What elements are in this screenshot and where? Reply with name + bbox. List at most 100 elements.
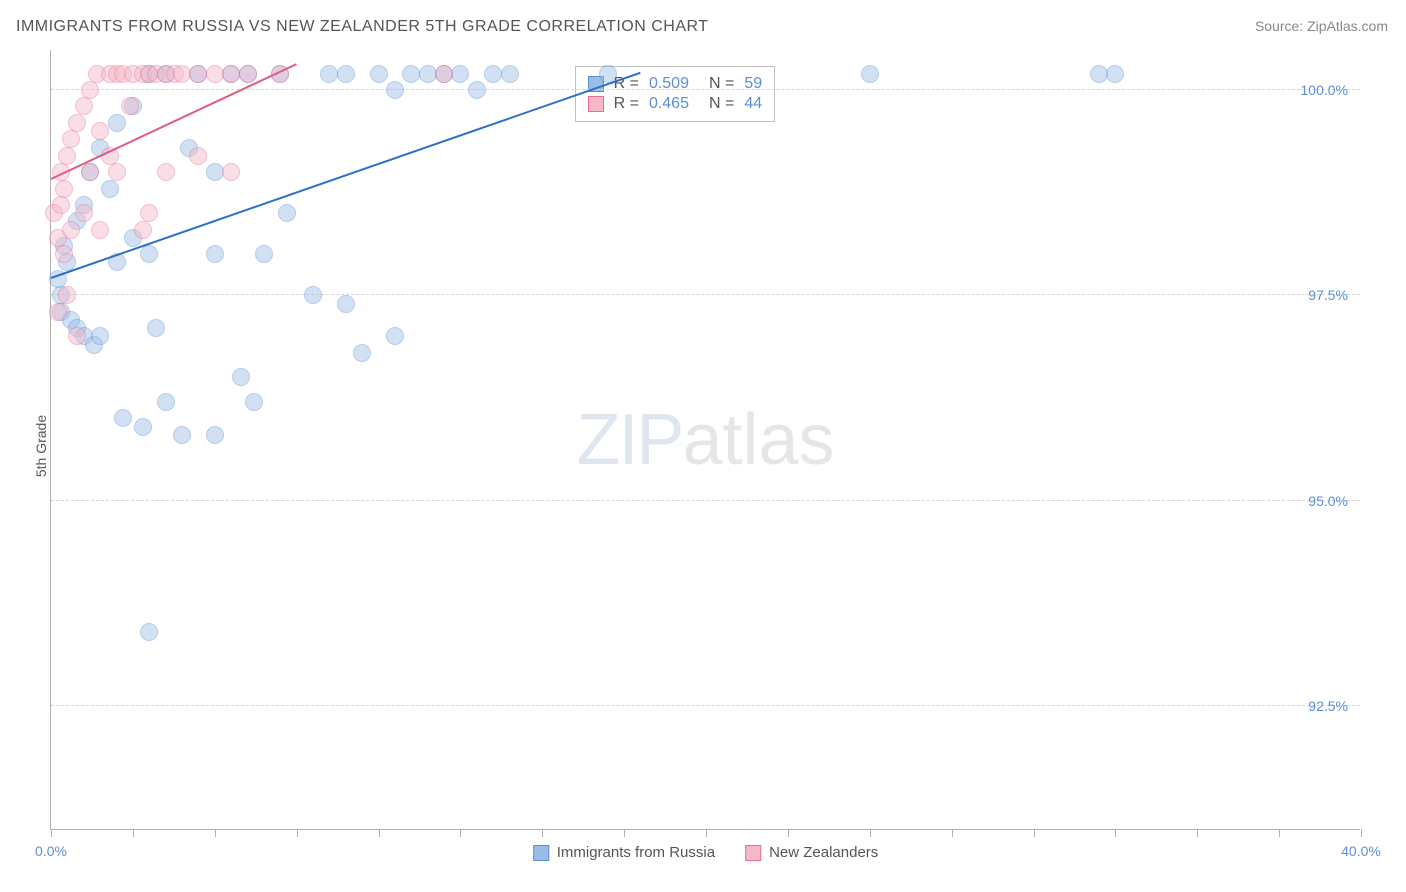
scatter-point [861,65,879,83]
scatter-point [255,245,273,263]
x-tick [1115,829,1116,837]
scatter-point [386,327,404,345]
y-tick-label: 97.5% [1308,287,1348,303]
scatter-point [468,81,486,99]
scatter-point [140,623,158,641]
scatter-point [49,303,67,321]
scatter-point [386,81,404,99]
scatter-point [402,65,420,83]
y-axis-title: 5th Grade [33,415,49,477]
scatter-point [353,344,371,362]
scatter-point [222,163,240,181]
scatter-point [232,368,250,386]
scatter-point [337,65,355,83]
gridline-horizontal [51,500,1360,501]
x-tick [1279,829,1280,837]
stat-n-label: N = [709,95,734,113]
scatter-point [114,409,132,427]
stats-row: R =0.465N =44 [588,95,763,113]
legend-label: Immigrants from Russia [557,844,715,861]
scatter-point [55,180,73,198]
scatter-point [108,114,126,132]
legend-swatch [745,845,761,861]
x-tick [51,829,52,837]
y-tick-label: 92.5% [1308,698,1348,714]
scatter-point [140,204,158,222]
scatter-point [189,147,207,165]
x-tick [952,829,953,837]
x-tick-label: 0.0% [35,843,67,859]
x-tick [1197,829,1198,837]
scatter-point [55,245,73,263]
scatter-point [140,245,158,263]
scatter-point [121,97,139,115]
scatter-point [58,147,76,165]
scatter-point [101,180,119,198]
x-tick [624,829,625,837]
x-tick [706,829,707,837]
scatter-point [75,97,93,115]
bottom-legend: Immigrants from Russia New Zealanders [533,844,879,861]
scatter-point [157,163,175,181]
gridline-horizontal [51,294,1360,295]
x-tick-label: 40.0% [1341,843,1381,859]
x-tick [542,829,543,837]
scatter-point [370,65,388,83]
scatter-point [68,327,86,345]
legend-item: Immigrants from Russia [533,844,715,861]
scatter-point [147,319,165,337]
scatter-point [320,65,338,83]
scatter-point [304,286,322,304]
x-tick [460,829,461,837]
scatter-point [501,65,519,83]
y-tick-label: 100.0% [1301,82,1348,98]
scatter-point [222,65,240,83]
x-tick [1361,829,1362,837]
scatter-point [134,418,152,436]
y-tick-label: 95.0% [1308,493,1348,509]
scatter-point [206,65,224,83]
scatter-point [91,327,109,345]
legend-item: New Zealanders [745,844,878,861]
scatter-point [206,163,224,181]
scatter-point [68,114,86,132]
scatter-point [62,130,80,148]
legend-swatch [533,845,549,861]
scatter-point [157,393,175,411]
scatter-point [91,221,109,239]
watermark-zip: ZIP [576,400,682,480]
x-tick [788,829,789,837]
x-tick [297,829,298,837]
scatter-point [173,65,191,83]
scatter-point [58,286,76,304]
scatter-point [484,65,502,83]
scatter-point [189,65,207,83]
scatter-point [206,426,224,444]
scatter-point [52,196,70,214]
plot-area: ZIPatlas R =0.509N =59R =0.465N =44 Immi… [50,50,1360,830]
x-tick [133,829,134,837]
scatter-point [173,426,191,444]
scatter-point [239,65,257,83]
gridline-horizontal [51,705,1360,706]
scatter-point [245,393,263,411]
x-tick [215,829,216,837]
scatter-point [435,65,453,83]
gridline-horizontal [51,89,1360,90]
chart-title: IMMIGRANTS FROM RUSSIA VS NEW ZEALANDER … [16,18,709,36]
x-tick [1034,829,1035,837]
scatter-point [81,81,99,99]
scatter-point [1090,65,1108,83]
scatter-point [91,122,109,140]
scatter-point [337,295,355,313]
stat-r-label: R = [614,95,639,113]
x-tick [870,829,871,837]
scatter-point [62,221,80,239]
source-attribution: Source: ZipAtlas.com [1255,18,1388,34]
scatter-point [206,245,224,263]
scatter-point [134,221,152,239]
scatter-point [81,163,99,181]
scatter-point [278,204,296,222]
scatter-point [1106,65,1124,83]
stat-r-value: 0.465 [649,95,689,113]
